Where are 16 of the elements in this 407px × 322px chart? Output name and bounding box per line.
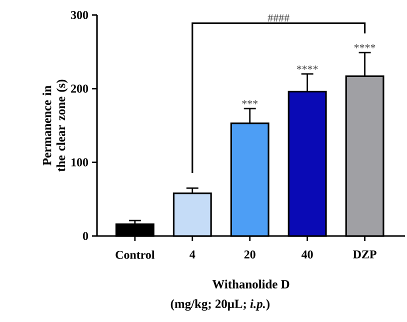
y-tick-label: 300 bbox=[71, 10, 88, 20]
x-tick-label: 40 bbox=[301, 250, 313, 259]
annotation: *** bbox=[242, 100, 258, 104]
x-tick-label: 20 bbox=[244, 250, 256, 259]
y-tick-label: 200 bbox=[71, 84, 88, 93]
y-tick-label: 100 bbox=[72, 158, 88, 166]
text: (mg/kg; 20μL; i.p.) bbox=[170, 299, 270, 311]
x-axis-title: Withanolide D bbox=[212, 280, 290, 289]
annotation: #### bbox=[268, 14, 290, 22]
x-tick-label: Control bbox=[116, 250, 155, 259]
y-tick-label: 0 bbox=[82, 232, 88, 240]
annotation: **** bbox=[354, 44, 376, 48]
y-axis-title: Permanence in the clear zone (s) bbox=[42, 80, 68, 172]
x-tick-label: DZP bbox=[353, 250, 376, 258]
x-tick-label: 4 bbox=[190, 250, 196, 258]
annotation: **** bbox=[296, 66, 318, 70]
